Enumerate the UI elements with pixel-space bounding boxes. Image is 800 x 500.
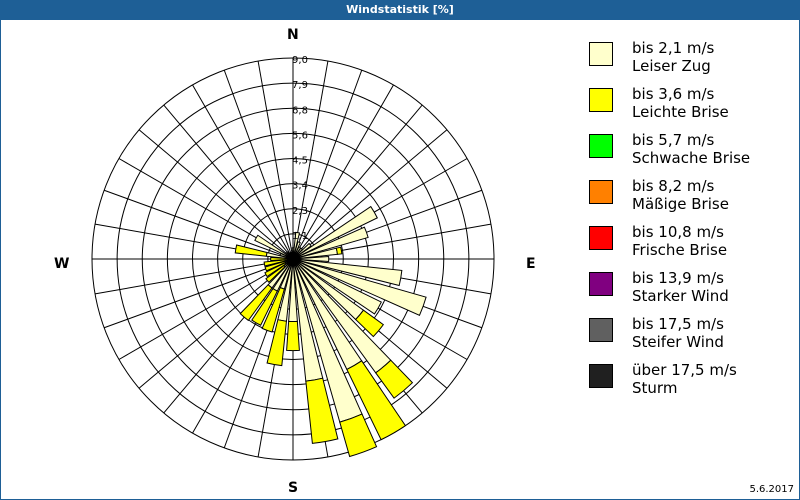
wind-sector <box>234 244 268 257</box>
wind-sector <box>346 360 407 441</box>
legend-label: bis 3,6 m/s Leichte Brise <box>632 85 729 121</box>
wind-sector <box>292 255 330 263</box>
compass-north: N <box>287 27 299 43</box>
wind-sector <box>292 258 403 287</box>
compass-south: S <box>288 480 299 496</box>
legend-swatch <box>589 88 613 112</box>
ring-label: 4,5 <box>292 156 308 167</box>
compass-west: W <box>54 256 70 272</box>
legend-swatch <box>589 226 613 250</box>
wind-sector <box>339 413 378 458</box>
date-label: 5.6.2017 <box>749 484 794 495</box>
wind-rose-chart: 1,1 2,3 3,4 4,5 5,6 6,8 7,9 9,0 <box>91 55 495 461</box>
wind-sector <box>263 259 288 267</box>
wind-sector <box>265 264 286 283</box>
wind-sector <box>261 286 286 333</box>
ring-label: 9,0 <box>292 55 308 66</box>
legend-swatch <box>589 180 613 204</box>
legend-label: bis 17,5 m/s Steifer Wind <box>632 315 724 351</box>
wind-sector <box>305 377 339 444</box>
wind-sector <box>264 262 287 278</box>
legend-swatch <box>589 318 613 342</box>
wind-sector <box>292 205 378 260</box>
wind-sector <box>354 309 385 338</box>
legend-label: bis 8,2 m/s Mäßige Brise <box>632 177 729 213</box>
wind-sector <box>264 260 288 272</box>
wind-sector <box>375 359 414 399</box>
legend-swatch <box>589 42 613 66</box>
legend-label: über 17,5 m/s Sturm <box>632 361 737 397</box>
chart-title: Windstatistik [%] <box>0 0 800 20</box>
legend-swatch <box>589 134 613 158</box>
legend-swatch <box>589 364 613 388</box>
wind-sector <box>254 234 294 260</box>
ring-label: 3,4 <box>292 181 308 192</box>
ring-label: 1,1 <box>292 231 308 242</box>
legend-label: bis 2,1 m/s Leiser Zug <box>632 39 715 75</box>
wind-sector <box>335 246 343 255</box>
ring-label: 5,6 <box>292 130 308 141</box>
legend-label: bis 13,9 m/s Starker Wind <box>632 269 729 305</box>
wind-sector <box>286 320 300 352</box>
wind-sector <box>266 319 288 367</box>
legend-label: bis 5,7 m/s Schwache Brise <box>632 131 751 167</box>
compass-east: E <box>526 256 536 272</box>
ring-label: 6,8 <box>292 105 308 116</box>
ring-label: 2,3 <box>292 206 308 217</box>
wind-sector <box>292 258 427 316</box>
wind-sector <box>239 283 273 322</box>
wind-sector <box>292 258 382 315</box>
legend-swatch <box>589 272 613 296</box>
ring-label: 7,9 <box>292 80 308 91</box>
legend-label: bis 10,8 m/s Frische Brise <box>632 223 728 259</box>
wind-sector <box>251 287 279 326</box>
wind-sector <box>292 226 369 260</box>
